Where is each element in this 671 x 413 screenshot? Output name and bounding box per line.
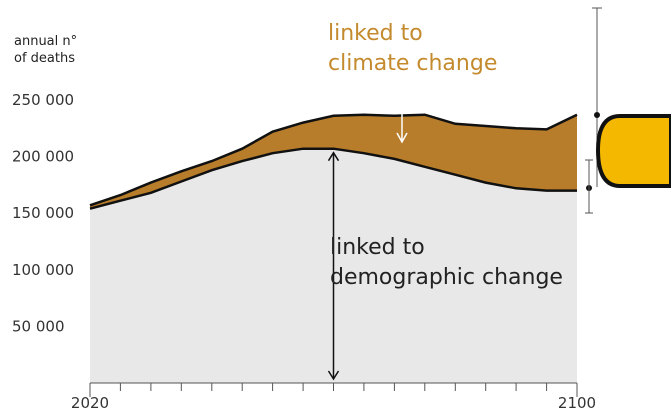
x-tick-label: 2100: [558, 394, 596, 412]
climate-annotation-line-2: climate change: [328, 51, 497, 76]
x-tick-label: 2020: [71, 394, 109, 412]
y-axis-label-line-1: annual n°: [14, 34, 77, 49]
y-tick-label: 200 000: [12, 148, 74, 166]
y-tick-label: 150 000: [12, 204, 74, 222]
climate-annotation-line-1: linked to: [328, 21, 423, 46]
y-tick-label: 250 000: [12, 91, 74, 109]
climate-change-area: [90, 114, 577, 209]
demographic-annotation-line-1: linked to: [330, 235, 425, 260]
total-deaths-line: [89, 113, 578, 207]
x-axis: 2020 2100: [71, 382, 596, 412]
y-axis-label-line-2: of deaths: [14, 51, 75, 66]
y-tick-label: 100 000: [12, 261, 74, 279]
y-axis-ticks: 50 000 100 000 150 000 200 000 250 000: [12, 91, 74, 335]
yellow-badge-shape: [595, 114, 671, 188]
demographic-deaths-line: [89, 147, 577, 210]
y-tick-label: 50 000: [12, 317, 65, 335]
range-markers: [585, 7, 602, 214]
demographic-arrow: [327, 151, 340, 381]
demographic-annotation-line-2: demographic change: [330, 265, 563, 290]
climate-arrow: [396, 82, 408, 144]
